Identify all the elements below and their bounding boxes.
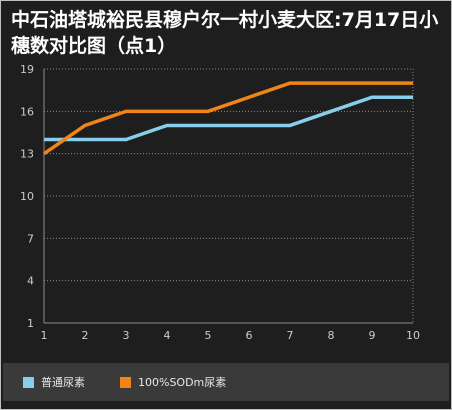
axes [43, 69, 414, 324]
x-tick-label-4: 4 [164, 329, 171, 342]
tick-labels: 1 4 7 10 13 16 19 1 2 3 4 5 6 7 8 9 10 [20, 63, 420, 342]
legend: 普通尿素 100%SODm尿素 [3, 363, 449, 401]
y-tick-label-1: 1 [27, 317, 34, 330]
x-tick-label-8: 8 [328, 329, 335, 342]
grid-lines [44, 68, 413, 324]
legend-swatch-series-2 [120, 376, 131, 388]
x-tick-label-5: 5 [205, 329, 212, 342]
series-line-2 [43, 81, 413, 156]
x-tick-label-6: 6 [246, 329, 253, 342]
series-lines [43, 81, 413, 156]
x-tick-label-10: 10 [406, 329, 420, 342]
y-tick-label-16: 16 [20, 105, 34, 118]
x-tick-label-7: 7 [287, 329, 294, 342]
legend-item-series-1: 普通尿素 [23, 363, 85, 401]
x-tick-label-1: 1 [41, 329, 48, 342]
legend-label-series-1: 普通尿素 [41, 376, 85, 389]
y-tick-label-13: 13 [20, 148, 34, 161]
series-line-1 [44, 95, 413, 142]
legend-swatch-series-1 [23, 376, 34, 388]
x-tick-label-9: 9 [369, 329, 376, 342]
y-tick-label-7: 7 [27, 232, 34, 245]
legend-label-series-2: 100%SODm尿素 [138, 376, 227, 389]
chart-plot: 1 4 7 10 13 16 19 1 2 3 4 5 6 7 8 9 10 [20, 63, 420, 342]
legend-item-series-2: 100%SODm尿素 [120, 363, 226, 401]
y-tick-label-4: 4 [27, 275, 34, 288]
x-tick-label-2: 2 [82, 329, 89, 342]
y-tick-label-19: 19 [20, 63, 34, 76]
chart-title: 中石油塔城裕民县穆户尔一村小麦大区:7月17日小穗数对比图（点1） [11, 9, 439, 57]
y-tick-label-10: 10 [20, 190, 34, 203]
x-tick-label-3: 3 [123, 329, 130, 342]
